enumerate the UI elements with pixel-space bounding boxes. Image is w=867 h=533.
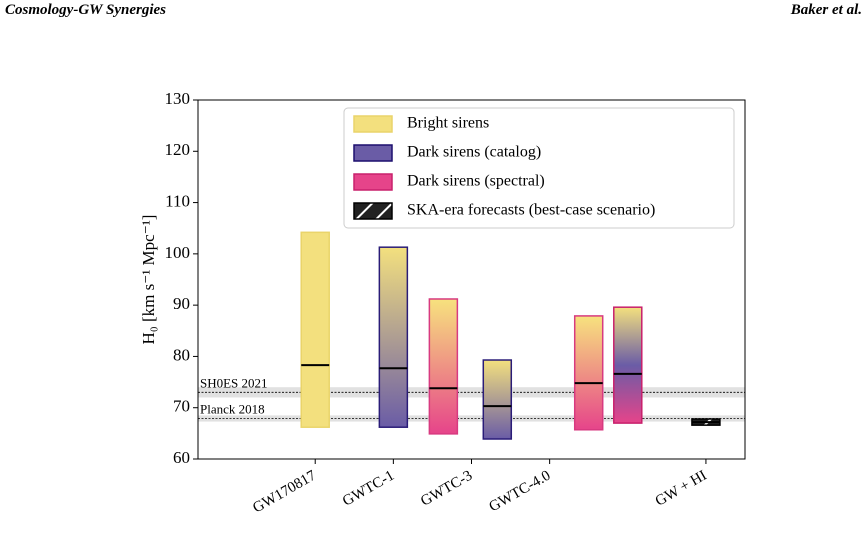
legend-swatch	[353, 144, 393, 162]
y-tick-label: 70	[173, 397, 190, 416]
y-tick-label: 110	[165, 191, 190, 210]
bar	[613, 306, 643, 424]
y-tick-label: 60	[173, 448, 190, 467]
legend-swatch	[353, 115, 393, 133]
authors: Baker et al.	[790, 2, 862, 18]
y-tick-label: 90	[173, 294, 190, 313]
bar	[428, 298, 459, 435]
x-tick-label: GWTC-3	[418, 468, 475, 510]
legend-swatch	[353, 173, 393, 191]
y-tick-label: 120	[165, 140, 191, 159]
legend-label: Dark sirens (catalog)	[407, 144, 541, 161]
legend-swatch	[353, 202, 393, 220]
bar	[573, 315, 604, 431]
legend-label: SKA-era forecasts (best-case scenario)	[407, 202, 655, 219]
y-tick-label: 80	[173, 345, 190, 364]
bar	[482, 359, 513, 440]
y-tick-label: 100	[165, 243, 191, 262]
legend-label: Dark sirens (spectral)	[407, 173, 545, 190]
x-tick-label: GWTC-4.0	[487, 468, 554, 516]
legend-box	[343, 107, 735, 229]
y-axis-label: H₀ [km s⁻¹ Mpc⁻¹]	[139, 215, 158, 345]
running-title: Cosmology-GW Synergies	[5, 2, 166, 18]
bar	[300, 231, 330, 428]
bar	[378, 246, 409, 428]
y-tick-label: 130	[165, 89, 191, 108]
x-tick-label: GWTC-1	[340, 468, 397, 510]
ref-label: Planck 2018	[200, 401, 265, 416]
x-tick-label: GW + HI	[653, 468, 710, 510]
ref-label: SH0ES 2021	[200, 375, 268, 390]
x-tick-label: GW170817	[250, 467, 319, 516]
legend-label: Bright sirens	[407, 115, 489, 132]
